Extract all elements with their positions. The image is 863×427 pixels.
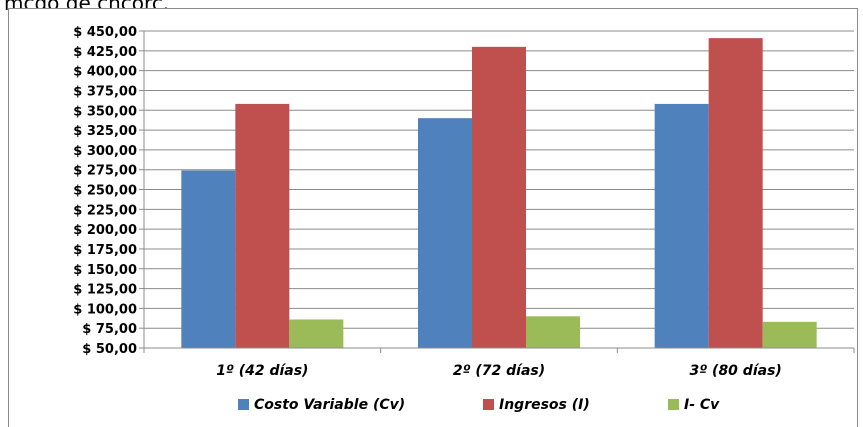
bar xyxy=(526,316,580,348)
y-tick-label: $ 125,00 xyxy=(73,283,137,298)
y-tick-label: $ 300,00 xyxy=(73,144,137,159)
y-tick-label: $ 450,00 xyxy=(73,25,137,40)
legend-swatch xyxy=(238,399,249,410)
bar xyxy=(762,321,817,348)
bars xyxy=(181,38,817,348)
legend-label: Costo Variable (Cv) xyxy=(254,397,405,413)
bar xyxy=(654,103,709,348)
bar xyxy=(472,46,526,348)
bar xyxy=(235,103,290,348)
y-tick-label: $ 50,00 xyxy=(82,342,137,357)
y-tick-label: $ 200,00 xyxy=(73,223,137,238)
legend-swatch xyxy=(668,399,679,410)
y-tick-label: $ 275,00 xyxy=(73,164,137,179)
bar xyxy=(708,38,763,348)
legend: Costo Variable (Cv) Ingresos (I) I- Cv xyxy=(238,397,720,413)
y-tick-label: $ 350,00 xyxy=(73,104,137,119)
y-tick-label: $ 425,00 xyxy=(73,45,137,60)
y-tick-label: $ 150,00 xyxy=(73,263,137,278)
legend-label: I- Cv xyxy=(684,397,720,413)
x-tick-label: 1º (42 días) xyxy=(216,363,308,379)
y-tick-label: $ 325,00 xyxy=(73,124,137,139)
bar xyxy=(418,118,472,348)
x-tick-label: 2º (72 días) xyxy=(453,363,545,379)
x-tick-labels: 1º (42 días) 2º (72 días) 3º (80 días) xyxy=(216,363,782,379)
y-tick-label: $ 175,00 xyxy=(73,243,137,258)
y-tick-label: $ 75,00 xyxy=(82,322,137,337)
y-tick-labels: $ 50,00 $ 75,00 $ 100,00 $ 125,00 $ 150,00 $ … xyxy=(73,25,137,357)
x-tick-label: 3º (80 días) xyxy=(690,363,782,379)
y-tick-label: $ 100,00 xyxy=(73,302,137,317)
y-tick-label: $ 375,00 xyxy=(73,84,137,99)
y-tick-label: $ 250,00 xyxy=(73,184,137,199)
legend-swatch xyxy=(483,399,494,410)
bar xyxy=(181,170,236,348)
axes xyxy=(139,30,855,353)
y-tick-label: $ 400,00 xyxy=(73,65,137,80)
bar xyxy=(289,319,344,348)
legend-label: Ingresos (I) xyxy=(499,397,590,413)
y-tick-label: $ 225,00 xyxy=(73,203,137,218)
